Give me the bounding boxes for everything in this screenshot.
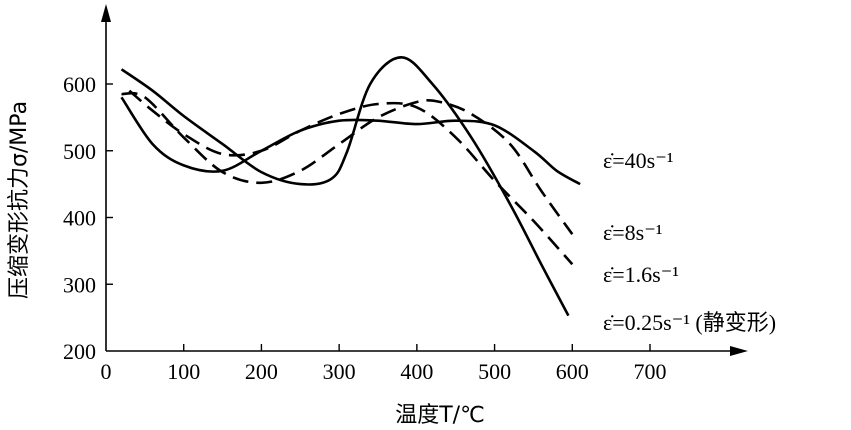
y-tick-label: 400	[63, 206, 96, 231]
series-curves	[120, 56, 581, 317]
y-tick-label: 300	[63, 272, 96, 297]
curve-1-6	[128, 89, 574, 266]
x-tick-label: 700	[634, 359, 667, 384]
y-tick-label: 200	[63, 339, 96, 364]
series-label-0-25: ε̇=0.25s⁻¹ (静变形)	[603, 310, 776, 335]
series-label-8: ε̇=8s⁻¹	[603, 220, 662, 245]
x-tick-label: 500	[478, 359, 511, 384]
y-tick-label: 500	[63, 139, 96, 164]
y-axis-label: 压缩变形抗力σ/MPa	[7, 101, 32, 299]
x-axis-arrow	[730, 346, 748, 356]
series-label-40: ε̇=40s⁻¹	[603, 148, 673, 173]
curve-0-25	[120, 56, 570, 317]
y-axis-arrow	[101, 4, 111, 22]
y-ticks: 200 300 400 500 600	[63, 72, 113, 364]
x-axis-label: 温度T/℃	[395, 403, 485, 428]
curve-8	[121, 91, 574, 235]
x-tick-label: 600	[556, 359, 589, 384]
x-tick-label: 200	[245, 359, 278, 384]
x-tick-label: 100	[167, 359, 200, 384]
x-ticks: 0 100 200 300 400 500 600 700	[101, 344, 667, 384]
series-labels: ε̇=40s⁻¹ ε̇=8s⁻¹ ε̇=1.6s⁻¹ ε̇=0.25s⁻¹ (静…	[603, 148, 776, 335]
axes	[101, 4, 748, 356]
curve-40	[120, 96, 581, 186]
x-tick-label: 300	[323, 359, 356, 384]
x-tick-label: 400	[400, 359, 433, 384]
y-tick-label: 600	[63, 72, 96, 97]
series-label-1-6: ε̇=1.6s⁻¹	[603, 262, 679, 287]
x-tick-label: 0	[101, 359, 112, 384]
